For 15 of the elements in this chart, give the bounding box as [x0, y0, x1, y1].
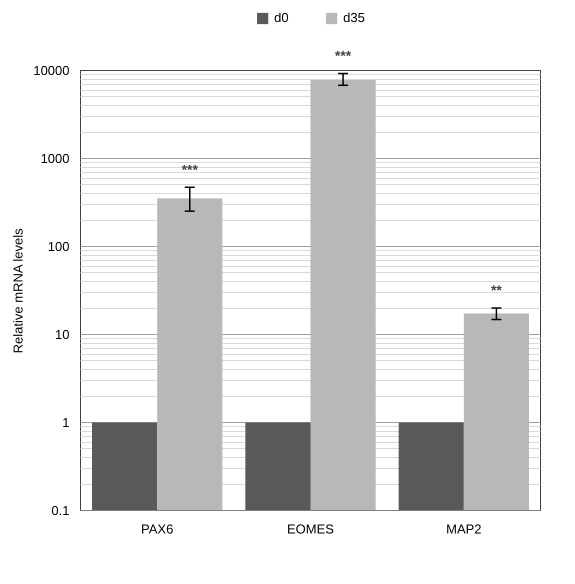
- annotation: **: [490, 282, 502, 298]
- y-axis-title: Relative mRNA levels: [10, 228, 26, 354]
- y-tick-label: 10000: [33, 63, 70, 78]
- x-tick-label: MAP2: [446, 522, 482, 536]
- y-tick-label: 1000: [40, 151, 70, 166]
- x-tick-label: PAX6: [141, 522, 174, 536]
- x-tick-label: EOMES: [287, 522, 334, 536]
- y-tick-label: 10: [55, 327, 70, 342]
- annotation: ***: [182, 161, 198, 178]
- y-tick-label: 0.1: [51, 503, 70, 518]
- y-tick-label: 100: [48, 239, 70, 254]
- legend-label: d35: [343, 10, 365, 25]
- y-tick-label: 1: [62, 415, 70, 430]
- legend-label: d0: [274, 10, 290, 25]
- text: ***: [334, 48, 352, 64]
